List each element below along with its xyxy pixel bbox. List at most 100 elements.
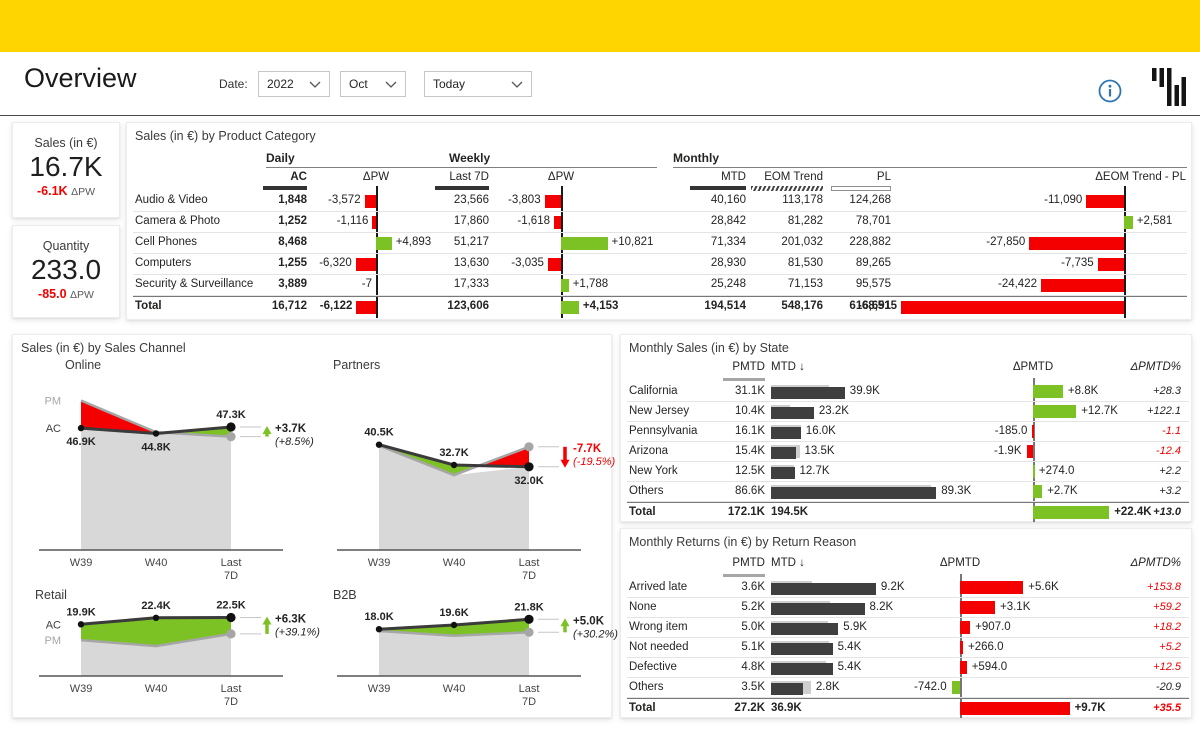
- table-row: Security & Surveillance 3,889 -7 17,333 +1,7…: [133, 275, 1187, 296]
- ac-point: [152, 614, 160, 621]
- variance-bar: [1033, 385, 1063, 398]
- data-label: 44.8K: [141, 442, 170, 454]
- column-header-dpw: ΔPW: [547, 171, 575, 183]
- ac-point: [375, 626, 383, 633]
- table-row: Pennsylvania 16.1K 16.0K -185.0 -1.1: [627, 422, 1189, 442]
- x-tick-label: W39: [70, 557, 93, 569]
- ac-point: [152, 430, 160, 437]
- report-header: Overview Date: 2022 Oct Today: [0, 52, 1200, 116]
- variance-bar: [1033, 506, 1110, 519]
- x-tick-label: 7D: [224, 570, 238, 582]
- mtd-value: 89.3K: [941, 485, 972, 497]
- scenario-label-ac: AC: [46, 423, 61, 435]
- data-label: 22.5K: [216, 600, 245, 612]
- forecast-scenario-marker: [751, 186, 823, 191]
- state-sales-panel: Monthly Sales (in €) by State PMTD MTD ↓ Δ…: [620, 334, 1192, 522]
- variance-pct: (+30.2%): [573, 628, 618, 640]
- variance-value: -27,850: [986, 236, 1026, 248]
- day-dropdown-value: Today: [433, 77, 466, 91]
- pmtd-value: 12.5K: [734, 465, 765, 477]
- variance-value: -7: [361, 278, 372, 290]
- table-row: Wrong item 5.0K 5.9K +907.0 +18.2: [627, 618, 1189, 638]
- day-dropdown[interactable]: Today: [424, 71, 532, 97]
- variance-value: -185.0: [994, 425, 1028, 437]
- column-header-mtd-sort[interactable]: MTD ↓: [771, 361, 805, 373]
- chart-title: Partners: [333, 358, 380, 372]
- variance-value: +22.4K: [1114, 506, 1152, 518]
- x-tick-label: 7D: [522, 570, 536, 582]
- year-dropdown[interactable]: 2022: [258, 71, 330, 97]
- month-dropdown[interactable]: Oct: [340, 71, 406, 97]
- variance-bar: [1041, 279, 1124, 292]
- mtd-value: 28,930: [710, 257, 746, 269]
- variance-value: +2.7K: [1047, 485, 1078, 497]
- pmtd-value: 172.1K: [727, 506, 765, 518]
- variance-bar: [1033, 465, 1035, 478]
- pmtd-value: 4.8K: [741, 661, 765, 673]
- variance-pct: (+8.5%): [275, 436, 314, 448]
- pl-value: 89,265: [855, 257, 891, 269]
- variance-value: -24,422: [997, 278, 1037, 290]
- table-row: Not needed 5.1K 5.4K +266.0 +5.2: [627, 638, 1189, 658]
- variance-pct: +28.3: [1153, 385, 1181, 397]
- row-label: Defective: [629, 661, 677, 673]
- variance-value: +266.0: [968, 641, 1004, 653]
- column-header-dpw: ΔPW: [362, 171, 390, 183]
- month-dropdown-value: Oct: [349, 77, 368, 91]
- variance-bar: [364, 195, 376, 208]
- variance-value: +2,581: [1136, 215, 1173, 227]
- table-row: Arrived late 3.6K 9.2K +5.6K +153.8: [627, 578, 1189, 598]
- row-label: None: [629, 601, 657, 613]
- variance-value: -6,320: [319, 257, 352, 269]
- variance-value: +12.7K: [1081, 405, 1118, 417]
- table-row: New Jersey 10.4K 23.2K +12.7K +122.1: [627, 402, 1189, 422]
- variance-value: -742.0: [913, 681, 947, 693]
- pm-scenario-marker: [723, 574, 765, 577]
- eom-trend-value: 548,176: [781, 300, 823, 312]
- pmtd-value: 31.1K: [734, 385, 765, 397]
- column-header-last7d: Last 7D: [449, 171, 489, 183]
- pmtd-value: 16.1K: [734, 425, 765, 437]
- table-row: Audio & Video 1,848 -3,572 23,566 -3,803 40,1…: [133, 191, 1187, 212]
- variance-value: -3,035: [511, 257, 544, 269]
- channel-chart-b2b: +5.0K (+30.2%) 18.0K 19.6K 21.8K W39 W40 Last 7D…: [319, 585, 619, 717]
- variance-bar: [901, 301, 1124, 314]
- ac-value: 1,848: [278, 194, 307, 206]
- variance-value: +3.7K: [275, 423, 307, 435]
- data-label: 21.8K: [514, 601, 543, 613]
- variance-value: -1.9K: [994, 445, 1022, 457]
- info-icon[interactable]: [1097, 78, 1123, 104]
- variance-pct: +13.0: [1153, 506, 1181, 518]
- last7d-value: 13,630: [453, 257, 489, 269]
- pm-line: [378, 629, 530, 637]
- row-label: Not needed: [629, 641, 689, 653]
- last7d-value: 123,606: [447, 300, 489, 312]
- variance-value: +5.6K: [1028, 581, 1059, 593]
- table-row: Cell Phones 8,468 +4,893 51,217 +10,821 71,33…: [133, 233, 1187, 254]
- variance-pct: +59.2: [1153, 601, 1181, 613]
- variance-value: -3,572: [327, 194, 361, 206]
- last7d-value: 51,217: [453, 236, 489, 248]
- mtd-value: 2.8K: [815, 681, 840, 693]
- mtd-value: 28,842: [710, 215, 746, 227]
- baseline-axis: [1033, 378, 1035, 522]
- mtd-bar: [771, 407, 814, 419]
- variance-pct: +122.1: [1147, 405, 1181, 417]
- variance-bar: [547, 258, 561, 271]
- row-label: Cell Phones: [135, 236, 198, 248]
- row-label: New Jersey: [629, 405, 690, 417]
- variance-pct: +153.8: [1147, 581, 1181, 593]
- kpi-delta-label: ΔPW: [70, 288, 94, 301]
- ac-value: 8,468: [278, 236, 307, 248]
- column-header-eom-trend: EOM Trend: [764, 171, 823, 183]
- column-header-mtd-sort[interactable]: MTD ↓: [771, 557, 805, 569]
- variance-arrow-head: [262, 616, 272, 625]
- baseline-axis: [561, 186, 563, 318]
- mtd-bar: [771, 603, 865, 615]
- mtd-bar: [771, 683, 803, 695]
- kpi-value: 233.0: [30, 254, 102, 285]
- pm-line: [378, 444, 530, 477]
- eom-trend-value: 201,032: [781, 236, 823, 248]
- area-chart-svg: -7.7K(-19.5%) 40.5K 32.7K 32.0K W39 W40 Last7D…: [333, 358, 616, 582]
- table-row: Others 3.5K 2.8K -742.0 -20.9: [627, 678, 1189, 698]
